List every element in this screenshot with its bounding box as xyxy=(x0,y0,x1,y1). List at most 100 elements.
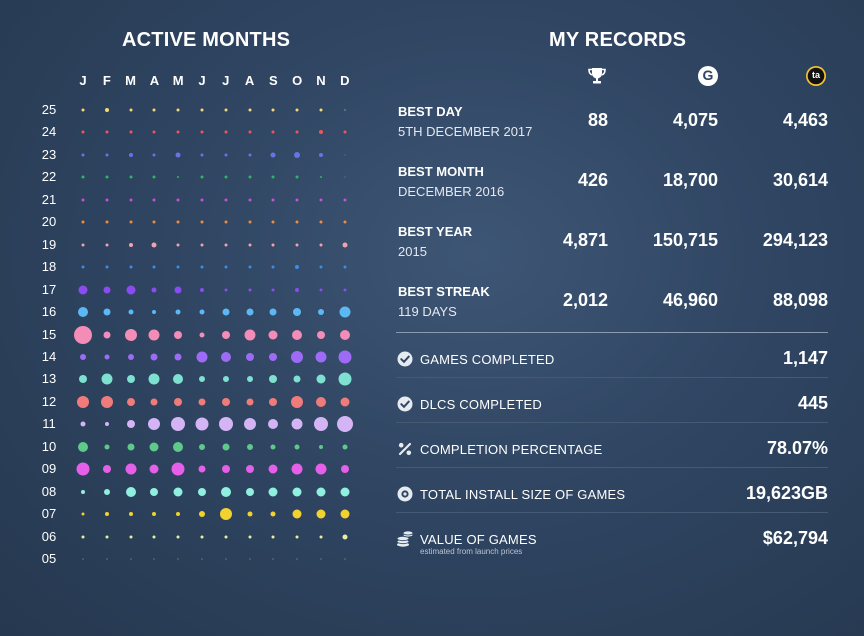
activity-dot[interactable] xyxy=(224,153,228,157)
activity-dot[interactable] xyxy=(342,242,348,248)
activity-dot[interactable] xyxy=(148,373,160,385)
activity-dot[interactable] xyxy=(128,512,133,517)
activity-dot[interactable] xyxy=(269,308,277,316)
activity-dot[interactable] xyxy=(149,442,159,452)
activity-dot[interactable] xyxy=(295,243,299,247)
activity-dot[interactable] xyxy=(224,535,228,539)
activity-dot[interactable] xyxy=(343,130,347,134)
activity-dot[interactable] xyxy=(271,535,275,539)
activity-dot[interactable] xyxy=(81,175,85,179)
activity-dot[interactable] xyxy=(200,287,204,292)
activity-dot[interactable] xyxy=(340,487,350,497)
activity-dot[interactable] xyxy=(200,175,204,179)
activity-dot[interactable] xyxy=(125,486,136,497)
activity-dot[interactable] xyxy=(295,198,299,202)
activity-dot[interactable] xyxy=(175,152,181,158)
activity-dot[interactable] xyxy=(125,463,137,475)
activity-dot[interactable] xyxy=(152,512,157,517)
activity-dot[interactable] xyxy=(224,175,228,179)
activity-dot[interactable] xyxy=(200,108,204,112)
activity-dot[interactable] xyxy=(176,512,181,517)
activity-dot[interactable] xyxy=(81,220,85,224)
activity-dot[interactable] xyxy=(316,374,326,384)
activity-dot[interactable] xyxy=(80,353,86,360)
activity-dot[interactable] xyxy=(343,220,347,224)
activity-dot[interactable] xyxy=(152,108,156,112)
activity-dot[interactable] xyxy=(320,176,322,179)
activity-dot[interactable] xyxy=(343,288,347,292)
activity-dot[interactable] xyxy=(103,331,111,338)
activity-dot[interactable] xyxy=(104,422,109,427)
activity-dot[interactable] xyxy=(198,398,206,406)
activity-dot[interactable] xyxy=(220,351,231,362)
activity-dot[interactable] xyxy=(271,175,275,179)
activity-dot[interactable] xyxy=(220,486,231,497)
activity-dot[interactable] xyxy=(199,332,205,337)
activity-dot[interactable] xyxy=(222,308,230,316)
activity-dot[interactable] xyxy=(104,108,109,112)
activity-dot[interactable] xyxy=(175,309,181,315)
activity-dot[interactable] xyxy=(336,416,353,433)
activity-dot[interactable] xyxy=(174,397,183,406)
activity-dot[interactable] xyxy=(343,153,346,156)
activity-dot[interactable] xyxy=(200,130,204,134)
activity-dot[interactable] xyxy=(176,220,180,224)
activity-dot[interactable] xyxy=(105,535,109,539)
activity-dot[interactable] xyxy=(199,309,205,315)
activity-dot[interactable] xyxy=(221,465,230,474)
activity-dot[interactable] xyxy=(152,535,156,539)
activity-dot[interactable] xyxy=(199,511,205,518)
activity-dot[interactable] xyxy=(177,176,180,179)
activity-dot[interactable] xyxy=(129,220,133,224)
activity-dot[interactable] xyxy=(174,286,182,294)
activity-dot[interactable] xyxy=(124,328,137,341)
activity-dot[interactable] xyxy=(268,464,278,474)
activity-dot[interactable] xyxy=(150,487,159,496)
activity-dot[interactable] xyxy=(248,265,252,269)
activity-dot[interactable] xyxy=(343,558,346,560)
activity-dot[interactable] xyxy=(338,350,352,364)
activity-dot[interactable] xyxy=(294,444,300,450)
activity-dot[interactable] xyxy=(129,535,133,539)
activity-dot[interactable] xyxy=(319,444,323,449)
activity-dot[interactable] xyxy=(76,462,90,476)
activity-dot[interactable] xyxy=(152,153,156,157)
activity-dot[interactable] xyxy=(171,417,186,432)
activity-dot[interactable] xyxy=(270,444,276,450)
activity-dot[interactable] xyxy=(150,353,158,361)
activity-dot[interactable] xyxy=(173,487,183,497)
activity-dot[interactable] xyxy=(149,464,159,474)
activity-dot[interactable] xyxy=(340,509,350,519)
activity-dot[interactable] xyxy=(291,463,303,475)
activity-dot[interactable] xyxy=(176,108,180,112)
activity-dot[interactable] xyxy=(319,108,323,112)
activity-dot[interactable] xyxy=(248,175,252,179)
activity-dot[interactable] xyxy=(291,395,304,408)
activity-dot[interactable] xyxy=(271,108,275,112)
activity-dot[interactable] xyxy=(248,108,252,112)
activity-dot[interactable] xyxy=(268,487,278,497)
activity-dot[interactable] xyxy=(222,443,230,451)
activity-dot[interactable] xyxy=(224,198,228,202)
activity-dot[interactable] xyxy=(342,534,348,540)
activity-dot[interactable] xyxy=(81,130,85,134)
activity-dot[interactable] xyxy=(248,220,252,224)
activity-dot[interactable] xyxy=(291,350,304,363)
activity-dot[interactable] xyxy=(319,198,323,202)
activity-dot[interactable] xyxy=(272,558,275,560)
activity-dot[interactable] xyxy=(152,310,157,315)
activity-dot[interactable] xyxy=(177,558,180,560)
activity-dot[interactable] xyxy=(105,198,109,202)
activity-dot[interactable] xyxy=(271,130,275,134)
activity-dot[interactable] xyxy=(244,329,256,340)
activity-dot[interactable] xyxy=(148,329,160,340)
activity-dot[interactable] xyxy=(268,419,279,430)
activity-dot[interactable] xyxy=(338,372,352,386)
activity-dot[interactable] xyxy=(128,152,133,157)
activity-dot[interactable] xyxy=(81,535,85,539)
activity-dot[interactable] xyxy=(82,558,84,560)
activity-dot[interactable] xyxy=(103,286,111,294)
activity-dot[interactable] xyxy=(78,285,88,295)
activity-dot[interactable] xyxy=(173,441,184,452)
activity-dot[interactable] xyxy=(248,198,252,202)
